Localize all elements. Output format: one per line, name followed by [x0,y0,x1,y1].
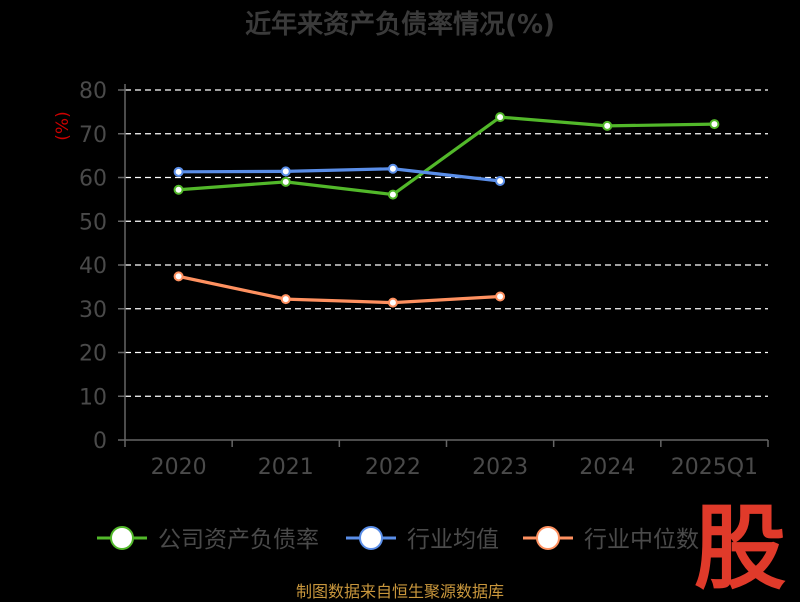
data-point [709,119,720,130]
data-point [387,189,398,200]
series-line-2 [176,167,502,183]
y-tick-label: 70 [79,123,107,148]
y-tick-label: 0 [93,429,107,454]
data-point [280,166,291,177]
chart-title: 近年来资产负债率情况(%) [245,10,555,40]
legend-item-2: 行业均值 [346,526,499,553]
x-tick-label: 2020 [151,455,207,480]
y-tick-label: 40 [79,254,107,279]
legend-item-3: 行业中位数 [523,526,699,553]
legend-label: 行业中位数 [584,527,699,553]
x-tick-label: 2024 [579,455,635,480]
series-line-3 [176,274,502,305]
data-point [387,163,398,174]
data-point [280,294,291,305]
y-tick-label: 20 [79,342,107,367]
data-point [387,297,398,308]
legend-label: 行业均值 [407,527,499,553]
y-tick-label: 80 [79,79,107,104]
y-tick-label: 30 [79,298,107,323]
x-tick-label: 2022 [365,455,421,480]
y-tick-label: 50 [79,210,107,235]
legend-marker [359,526,383,550]
legend-item-1: 公司资产负债率 [97,526,319,553]
watermark-logo-icon: 股 [694,500,786,590]
source-note: 制图数据来自恒生聚源数据库 [295,582,504,601]
x-tick-label: 2025Q1 [671,455,758,480]
legend-label: 公司资产负债率 [158,527,319,553]
data-point [173,184,184,195]
series-line-1 [176,115,717,197]
data-point [495,112,506,123]
legend-marker [110,526,134,550]
data-point [495,291,506,302]
x-tick-label: 2023 [472,455,528,480]
svg-text:股: 股 [694,500,786,590]
data-point [602,120,613,131]
legend-marker [536,526,560,550]
y-tick-label: 10 [79,385,107,410]
y-tick-label: 60 [79,167,107,192]
data-point [173,271,184,282]
data-point [495,176,506,186]
data-point [280,176,291,187]
x-tick-label: 2021 [258,455,314,480]
y-axis-label: (%) [53,111,73,140]
data-point [173,166,184,177]
